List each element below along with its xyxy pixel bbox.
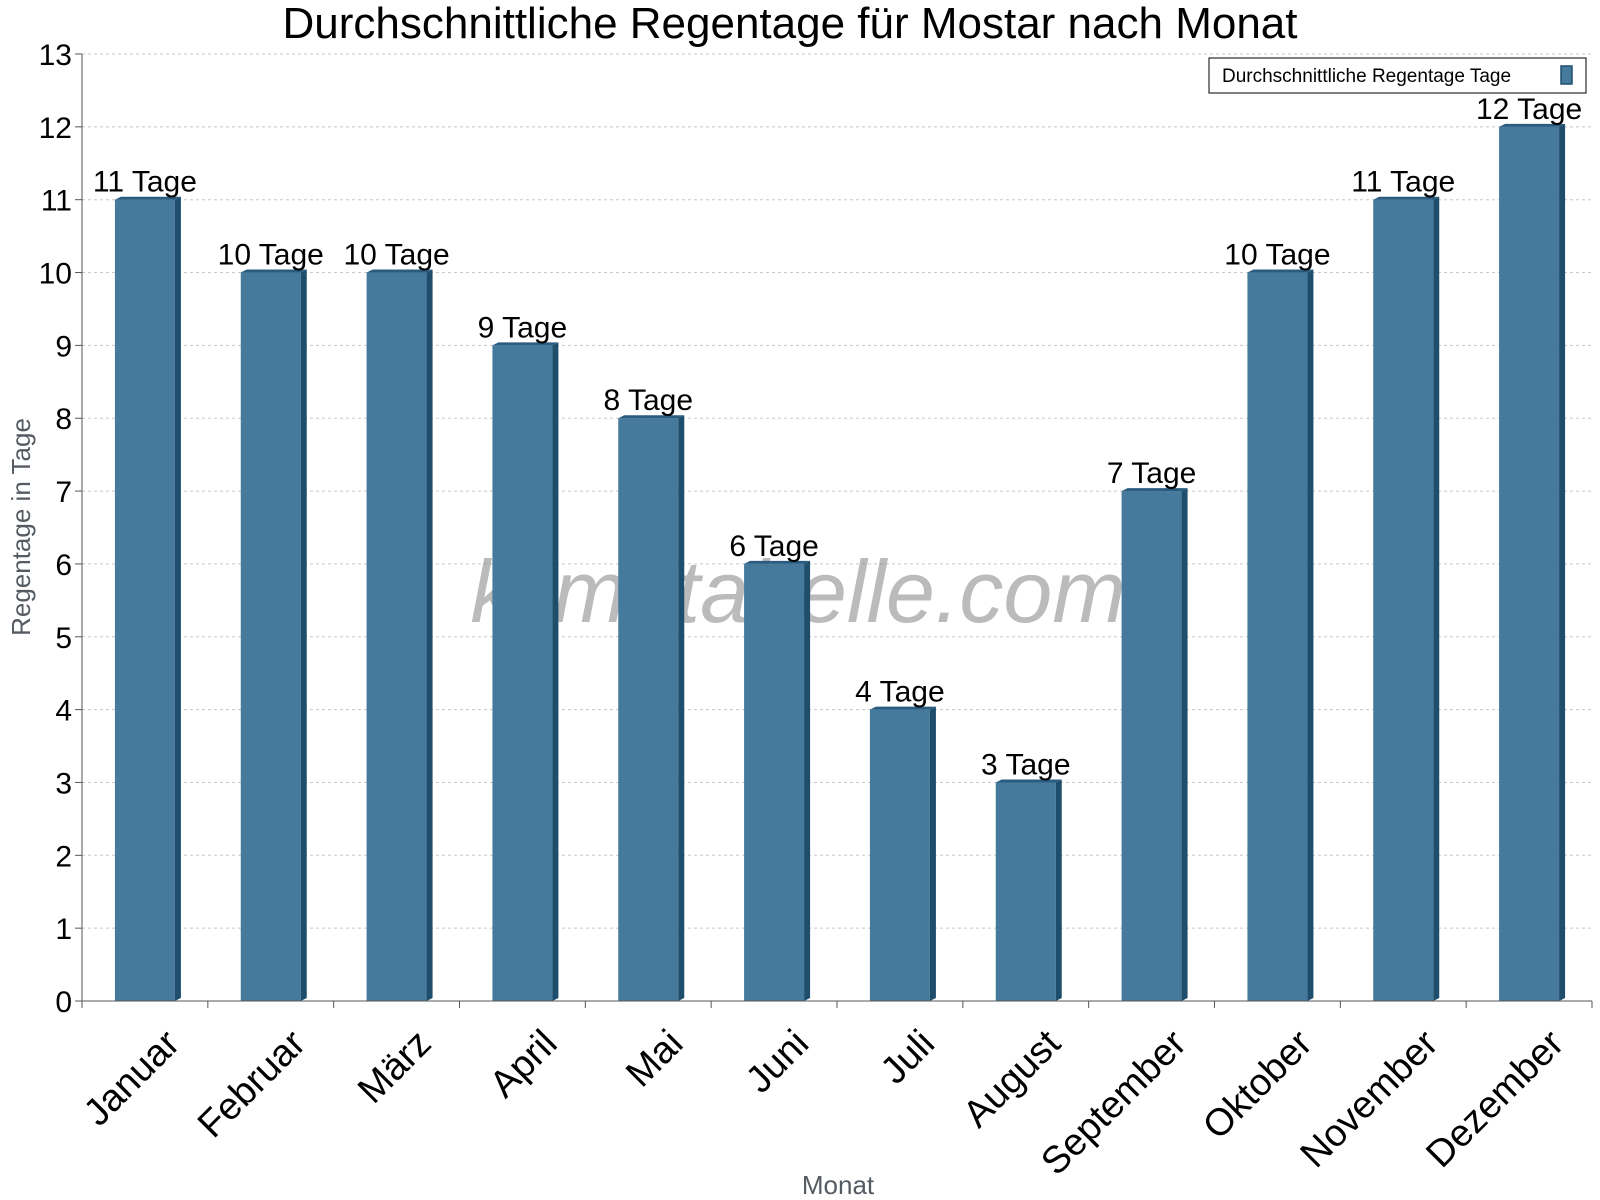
legend: Durchschnittliche Regentage Tage [1208, 57, 1587, 94]
y-tick-label: 0 [55, 986, 72, 1019]
bar-top [240, 269, 307, 273]
bar-face [366, 272, 427, 1001]
bar-6 [869, 706, 936, 1001]
bar-face [618, 418, 679, 1001]
y-tick-label: 13 [39, 39, 72, 72]
bar-side [804, 560, 811, 1001]
bar-2 [366, 269, 433, 1001]
bar-0 [114, 196, 181, 1001]
x-tick-label: April [482, 1022, 565, 1105]
data-label: 8 Tage [603, 384, 693, 417]
bar-face [240, 272, 301, 1001]
y-tick-label: 3 [55, 767, 72, 800]
x-axis-label: Monat [802, 1170, 875, 1200]
x-tick-label: Juni [738, 1022, 817, 1101]
bar-top [492, 342, 559, 346]
bar-side [174, 196, 181, 1001]
x-tick-label: Dezember [1418, 1022, 1572, 1176]
chart-title: Durchschnittliche Regentage für Mostar n… [283, 0, 1298, 48]
x-tick-label: November [1293, 1022, 1447, 1176]
x-tick-label: Mai [618, 1022, 691, 1095]
x-tick-label: August [955, 1022, 1069, 1136]
bar-3 [492, 342, 559, 1001]
y-tick-label: 11 [41, 185, 72, 218]
bar-side [1559, 123, 1566, 1002]
data-label: 10 Tage [218, 239, 324, 272]
y-tick-label: 9 [55, 330, 72, 363]
bar-top [1373, 196, 1440, 200]
legend-label: Durchschnittliche Regentage Tage [1222, 66, 1511, 87]
bar-face [114, 199, 175, 1001]
bar-top [1499, 123, 1566, 127]
bar-8 [1121, 488, 1188, 1002]
bar-side [1307, 269, 1314, 1001]
bar-5 [744, 560, 811, 1001]
data-label: 11 Tage [93, 166, 197, 199]
bar-top [995, 779, 1062, 783]
data-label: 10 Tage [1224, 239, 1330, 272]
bar-side [1181, 488, 1188, 1002]
bar-top [114, 196, 181, 200]
x-tick-label: Februar [190, 1022, 314, 1146]
bar-face [1121, 491, 1182, 1001]
bar-top [1121, 488, 1188, 492]
data-label: 3 Tage [981, 748, 1071, 781]
bar-9 [1247, 269, 1314, 1001]
y-tick-label: 12 [39, 112, 72, 145]
data-label: 10 Tage [343, 239, 449, 272]
bar-face [492, 345, 553, 1001]
bar-1 [240, 269, 307, 1001]
bar-11 [1499, 123, 1566, 1002]
bar-top [869, 706, 936, 710]
x-tick-label: Januar [76, 1022, 188, 1134]
bar-face [1247, 272, 1308, 1001]
bar-top [366, 269, 433, 273]
y-tick-label: 8 [55, 403, 72, 436]
bar-face [1499, 126, 1560, 1002]
data-label: 6 Tage [729, 530, 819, 563]
bar-face [744, 563, 805, 1001]
axes [75, 53, 1593, 1008]
legend-box [1208, 57, 1587, 94]
data-label: 11 Tage [1351, 166, 1455, 199]
bar-face [1373, 199, 1434, 1001]
y-tick-label: 1 [55, 913, 72, 946]
bar-10 [1373, 196, 1440, 1001]
y-tick-label: 4 [55, 695, 72, 728]
bar-side [678, 415, 685, 1001]
bar-face [995, 782, 1056, 1001]
bar-top [744, 560, 811, 564]
bar-top [618, 415, 685, 419]
bar-face [869, 709, 930, 1001]
y-tick-label: 6 [55, 549, 72, 582]
bar-side [929, 706, 936, 1001]
data-label: 7 Tage [1107, 457, 1197, 490]
y-tick-label: 7 [55, 476, 72, 509]
y-tick-label: 10 [39, 258, 72, 291]
x-tick-label: Oktober [1195, 1022, 1321, 1148]
data-label: 9 Tage [478, 311, 568, 344]
x-tick-label: Juli [873, 1022, 943, 1092]
bars [114, 123, 1566, 1002]
data-label: 4 Tage [855, 676, 945, 709]
data-labels: 11 Tage 10 Tage 10 Tage 9 Tage 8 Tage 6 Tage 4… [93, 93, 1582, 782]
bar-side [552, 342, 559, 1001]
y-axis-label: Regentage in Tage [6, 418, 36, 636]
bar-side [300, 269, 307, 1001]
x-tick-labels: Januar Februar März April Mai Juni Juli AugustS… [76, 1022, 1572, 1183]
y-tick-label: 2 [55, 840, 72, 873]
data-label: 12 Tage [1476, 93, 1582, 126]
bar-4 [618, 415, 685, 1001]
bar-side [1055, 779, 1062, 1001]
bar-side [426, 269, 433, 1001]
bar-7 [995, 779, 1062, 1001]
bar-side [1433, 196, 1440, 1001]
legend-swatch [1560, 65, 1573, 85]
x-tick-label: März [350, 1022, 439, 1111]
y-tick-label: 5 [55, 622, 72, 655]
bar-top [1247, 269, 1314, 273]
